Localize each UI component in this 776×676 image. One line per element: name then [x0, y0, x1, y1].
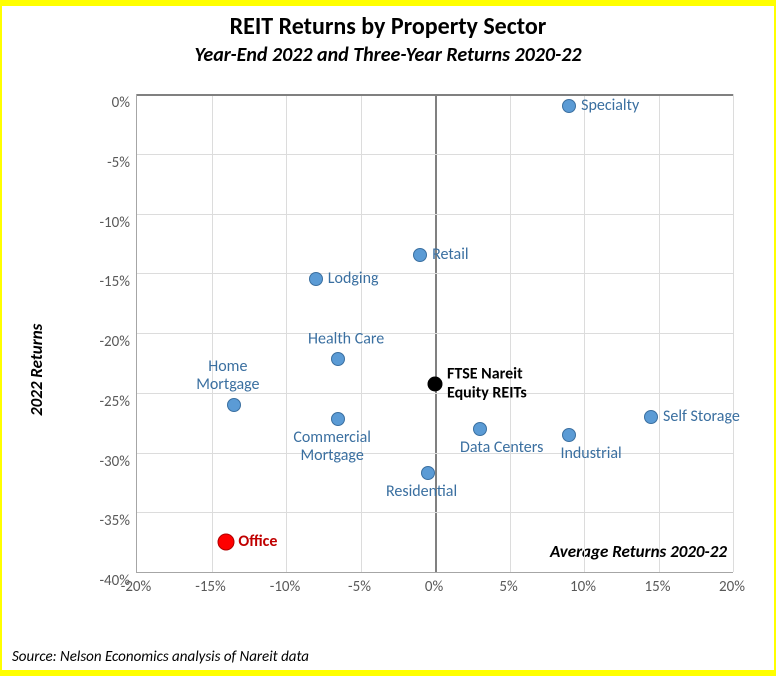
x-tick: -5%: [348, 578, 371, 596]
x-tick: 15%: [645, 578, 671, 596]
point-ftse-nareit-equity-reits: [428, 377, 443, 392]
gridline-h: [137, 214, 733, 215]
plot-wrap: 2022 Returns Average Returns 2020-22 Spe…: [74, 86, 744, 626]
point-data-centers: [473, 422, 487, 436]
point-label: Office: [238, 533, 277, 551]
point-label: Industrial: [560, 445, 621, 463]
point-label: Specialty: [581, 97, 639, 115]
point-label: CommercialMortgage: [293, 429, 371, 466]
point-label: Self Storage: [663, 407, 740, 425]
chart-title: REIT Returns by Property Sector: [2, 12, 774, 41]
point-commercial-mortgage: [331, 412, 345, 426]
point-self-storage: [644, 410, 658, 424]
point-residential: [421, 466, 435, 480]
gridline-h: [137, 273, 733, 274]
x-tick: 0%: [425, 578, 443, 596]
gridline-h: [137, 453, 733, 454]
point-office: [218, 534, 235, 551]
point-label: Retail: [432, 246, 468, 264]
x-tick: 20%: [719, 578, 745, 596]
x-axis-label: Average Returns 2020-22: [550, 541, 727, 562]
x-tick: -15%: [195, 578, 226, 596]
gridline-h: [137, 333, 733, 334]
point-label: Lodging: [328, 270, 379, 288]
point-label: HomeMortgage: [196, 358, 259, 395]
x-tick: -10%: [270, 578, 301, 596]
point-label: Data Centers: [460, 439, 543, 457]
gridline-h: [137, 512, 733, 513]
point-home-mortgage: [227, 398, 241, 412]
point-label: Residential: [386, 483, 457, 501]
point-industrial: [562, 428, 576, 442]
source-note: Source: Nelson Economics analysis of Nar…: [12, 648, 309, 666]
y-axis-label: 2022 Returns: [26, 324, 47, 416]
gridline-v: [733, 94, 734, 572]
x-tick: 5%: [499, 578, 517, 596]
point-retail: [413, 248, 427, 262]
point-lodging: [309, 272, 323, 286]
x-tick: 10%: [570, 578, 596, 596]
gridline-h: [137, 94, 733, 96]
point-label: Health Care: [308, 331, 384, 349]
point-label: FTSE NareitEquity REITs: [447, 366, 527, 403]
gridline-h: [137, 154, 733, 155]
chart-subtitle: Year-End 2022 and Three-Year Returns 202…: [2, 43, 774, 67]
plot-area: Average Returns 2020-22 Specialty Retail L…: [136, 94, 733, 573]
point-health-care: [331, 352, 345, 366]
point-specialty: [562, 99, 576, 113]
